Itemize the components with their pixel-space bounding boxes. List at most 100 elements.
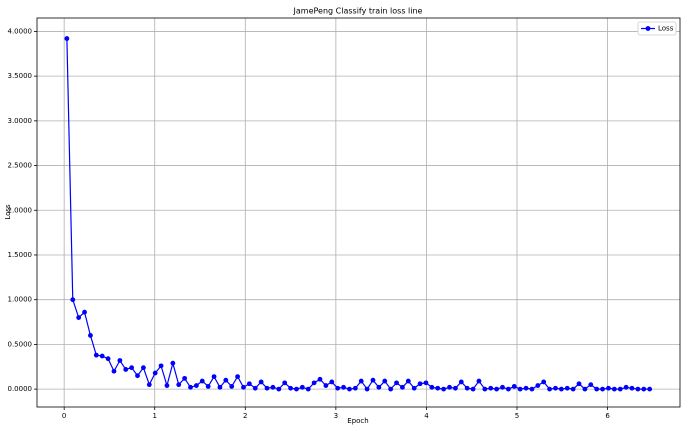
point	[464, 385, 470, 391]
point	[347, 386, 352, 392]
point	[335, 385, 341, 391]
point	[341, 384, 346, 390]
point	[470, 386, 476, 392]
point	[241, 384, 246, 390]
y-tick-label: 0.0000	[8, 385, 33, 393]
point	[611, 386, 617, 392]
point	[123, 367, 129, 372]
x-tick-label: 0	[62, 412, 66, 420]
plot-frame	[36, 17, 681, 408]
point	[447, 384, 452, 390]
point	[217, 384, 223, 390]
point	[547, 386, 552, 392]
point	[441, 386, 447, 392]
point	[117, 358, 123, 363]
point	[188, 384, 193, 390]
point	[199, 378, 205, 384]
point	[270, 384, 276, 390]
point	[352, 385, 358, 391]
point	[500, 384, 505, 390]
point	[629, 385, 635, 391]
point	[88, 333, 93, 338]
chart-title: JamePeng Classify train loss line	[293, 7, 423, 16]
x-tick-label: 3	[334, 412, 338, 420]
point	[135, 373, 140, 379]
legend-box	[637, 21, 677, 36]
line-series	[66, 38, 650, 391]
x-tick-label: 6	[605, 412, 610, 420]
point	[82, 309, 87, 315]
point	[411, 385, 417, 391]
point	[423, 380, 429, 386]
point	[258, 379, 264, 385]
point	[329, 379, 335, 385]
y-tick-label: 2.0000	[8, 206, 33, 214]
y-tick-label: 4.0000	[8, 27, 33, 35]
point	[99, 353, 105, 359]
point	[141, 365, 146, 371]
point	[111, 368, 117, 374]
point	[317, 376, 323, 382]
point	[282, 380, 288, 386]
x-tick-label: 2	[243, 412, 247, 420]
point	[129, 365, 135, 371]
point	[376, 384, 382, 390]
point	[211, 374, 217, 379]
point	[323, 383, 329, 388]
point	[488, 385, 494, 391]
legend-label: Loss	[658, 25, 674, 33]
point	[417, 381, 423, 387]
point	[146, 382, 152, 388]
point	[482, 386, 488, 392]
point	[517, 386, 523, 392]
y-axis-label: Loss	[4, 204, 12, 220]
point	[235, 374, 240, 379]
point	[264, 385, 270, 391]
point	[164, 383, 170, 388]
point	[93, 352, 99, 358]
point	[588, 382, 594, 388]
point	[511, 384, 517, 389]
point	[594, 386, 600, 392]
point	[305, 386, 311, 392]
point	[252, 385, 258, 391]
point	[453, 385, 458, 391]
point	[429, 384, 435, 390]
point	[64, 36, 70, 41]
point	[358, 378, 364, 384]
point	[288, 385, 293, 391]
point	[405, 378, 411, 384]
point	[576, 381, 582, 387]
legend-marker	[645, 26, 651, 31]
point	[311, 380, 317, 386]
point	[435, 385, 441, 391]
point	[617, 386, 623, 392]
point	[564, 385, 570, 391]
point	[105, 356, 111, 362]
point	[76, 315, 82, 320]
point	[606, 385, 611, 391]
point	[364, 386, 370, 392]
point	[276, 386, 282, 392]
point	[570, 386, 576, 392]
point	[152, 370, 158, 376]
point	[370, 377, 376, 383]
point	[70, 297, 76, 303]
y-tick-label: 1.5000	[8, 251, 33, 259]
point	[193, 383, 199, 388]
point	[382, 378, 388, 384]
x-tick-label: 5	[515, 412, 519, 420]
point	[294, 386, 299, 392]
point	[170, 360, 176, 366]
y-tick-label: 0.5000	[8, 340, 33, 348]
point	[535, 383, 541, 388]
point	[635, 386, 641, 392]
y-tick-label: 2.5000	[8, 162, 33, 170]
point	[394, 380, 399, 386]
point	[600, 386, 605, 392]
x-tick-label: 1	[152, 412, 156, 420]
y-tick-label: 1.0000	[8, 296, 33, 304]
y-tick-label: 3.5000	[8, 72, 33, 80]
point	[623, 384, 629, 390]
